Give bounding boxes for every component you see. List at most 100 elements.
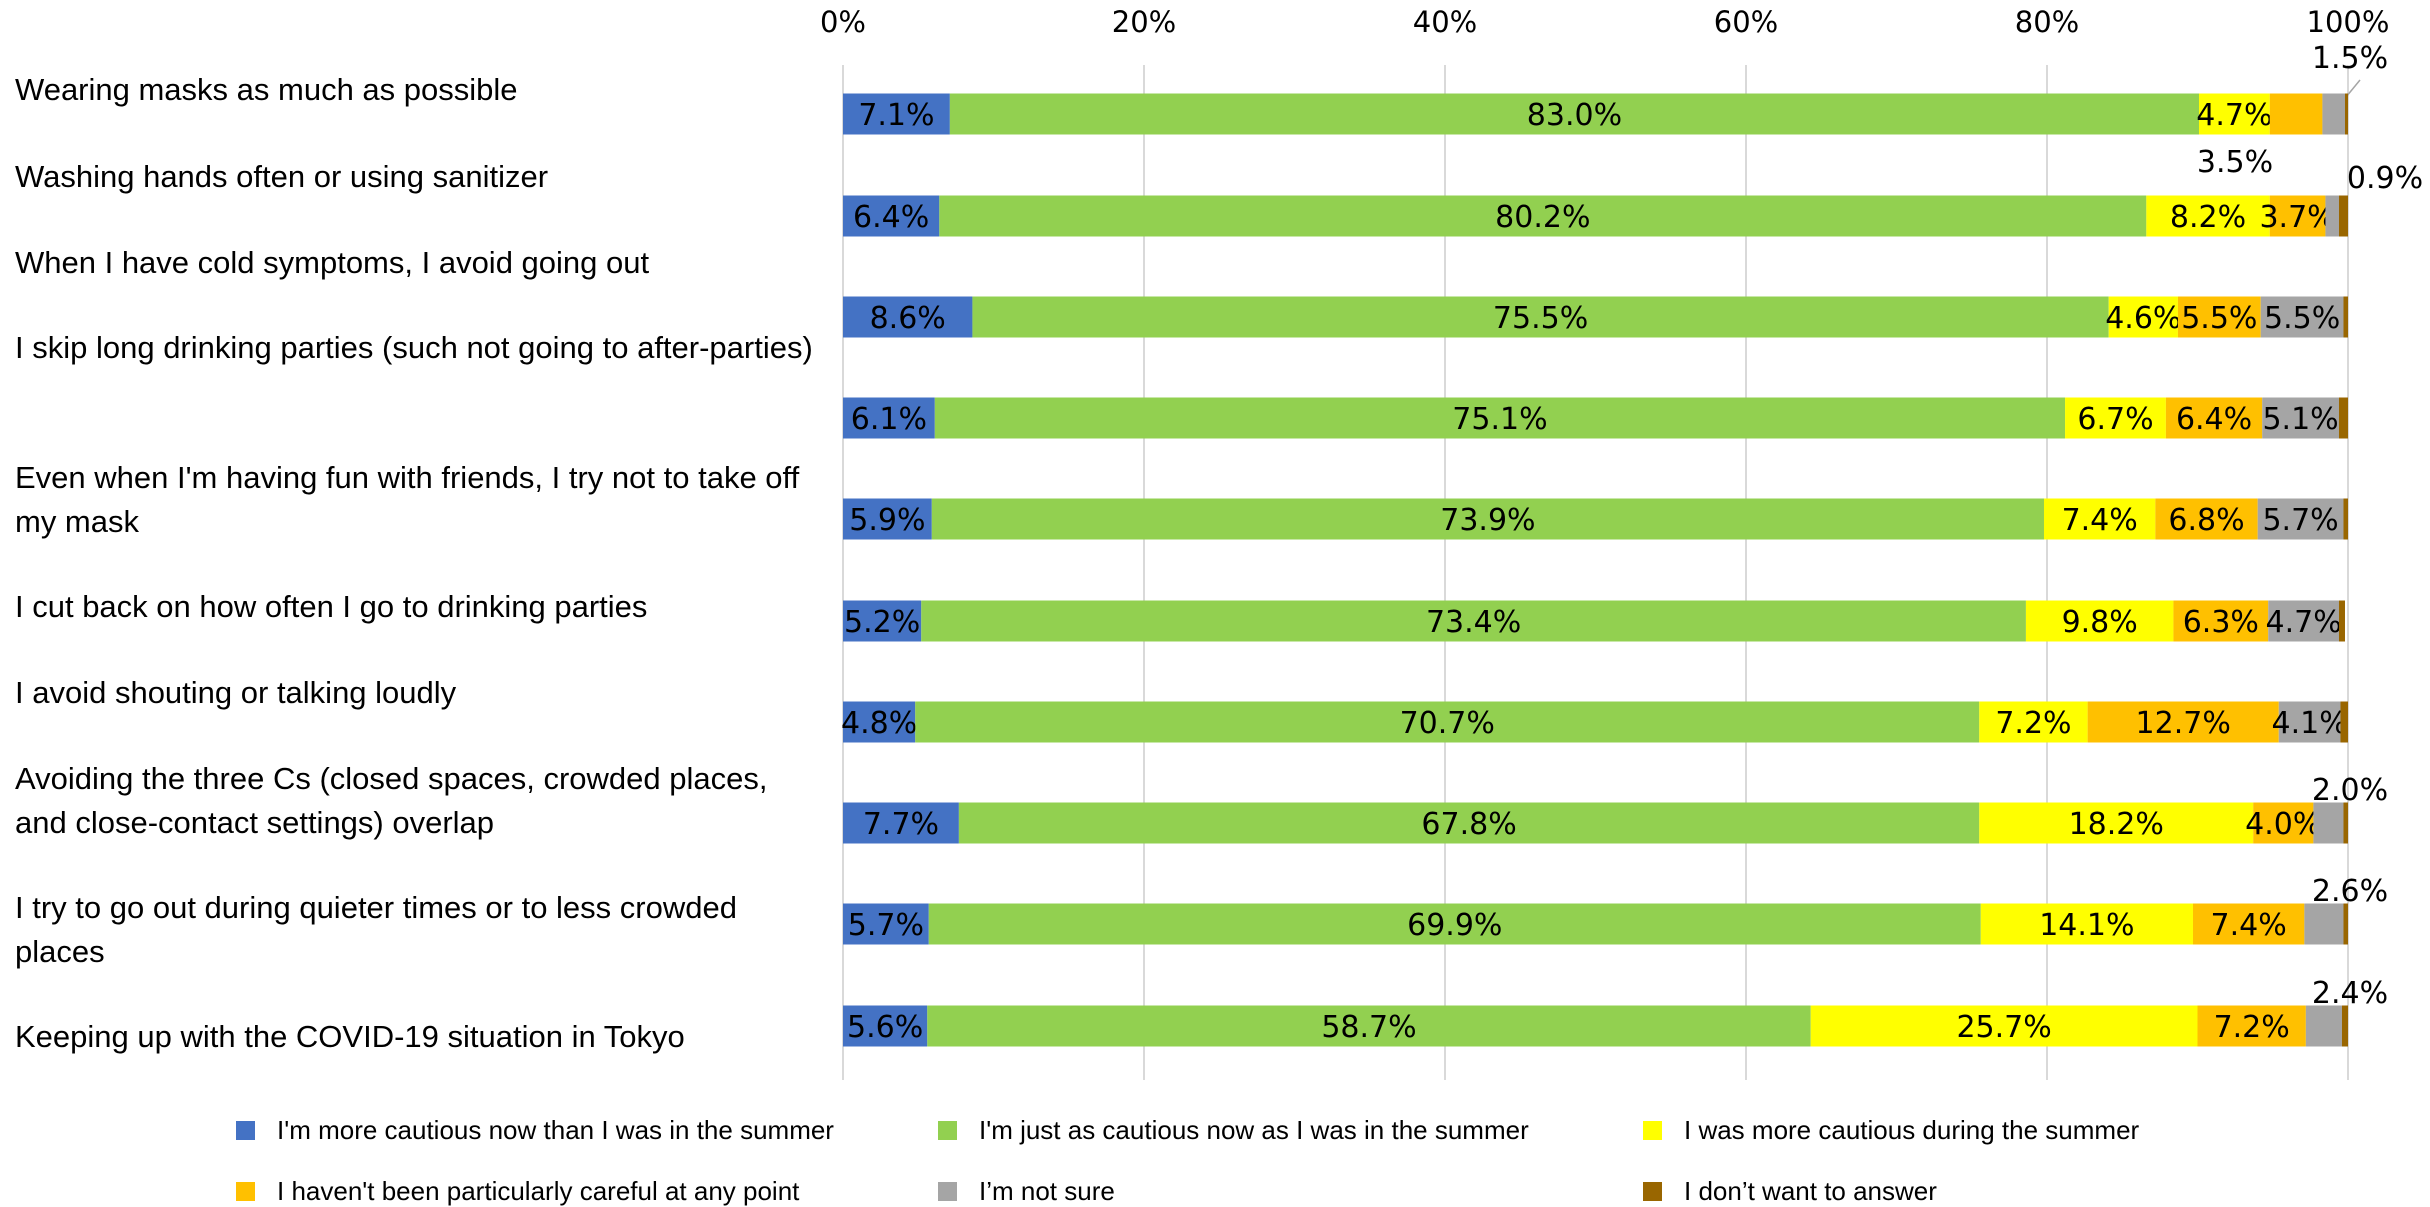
bar-segment: [2343, 903, 2348, 945]
data-label: 6.8%: [2168, 503, 2244, 538]
bar-segment: [2322, 93, 2345, 135]
x-tick-label: 80%: [2015, 5, 2079, 39]
data-label: 7.4%: [2211, 908, 2287, 943]
bar-segment: [2343, 296, 2348, 338]
bar-segment: [2343, 498, 2348, 540]
data-label: 5.1%: [2262, 402, 2338, 437]
data-label: 12.7%: [2136, 706, 2231, 741]
bar-segment: [1810, 1005, 2198, 1047]
data-label: 69.9%: [1407, 908, 1502, 943]
bar-segment: [2155, 498, 2258, 540]
data-label: 2.0%: [2312, 773, 2388, 808]
bar-segment: [843, 397, 935, 439]
data-label: 7.2%: [2214, 1010, 2290, 1045]
data-label: 2.4%: [2312, 976, 2388, 1011]
data-label: 0.9%: [2347, 161, 2423, 196]
bar-segment: [2199, 93, 2270, 135]
bar-segment: [2177, 296, 2261, 338]
data-label: 5.6%: [847, 1010, 923, 1045]
bar-segment: [2338, 397, 2348, 439]
bar-segment: [2253, 802, 2314, 844]
bar-segment: [2257, 498, 2344, 540]
data-label: 8.2%: [2170, 200, 2246, 235]
data-label: 4.7%: [2196, 98, 2272, 133]
bar-segment: [915, 701, 1980, 743]
data-label: 58.7%: [1321, 1010, 1416, 1045]
bar-segment: [843, 701, 916, 743]
data-label: 5.5%: [2264, 301, 2340, 336]
bar-segment: [2269, 195, 2326, 237]
bar-segment: [2338, 600, 2345, 642]
data-label: 14.1%: [2039, 908, 2134, 943]
data-label: 75.1%: [1452, 402, 1547, 437]
x-tick-label: 60%: [1714, 5, 1778, 39]
data-label: 7.7%: [863, 807, 939, 842]
data-label: 83.0%: [1527, 98, 1622, 133]
data-label: 7.1%: [858, 98, 934, 133]
data-label: 3.7%: [2259, 200, 2335, 235]
x-tick-label: 40%: [1413, 5, 1477, 39]
data-label: 5.2%: [844, 605, 920, 640]
bar-segment: [843, 93, 950, 135]
bar-segment: [843, 600, 922, 642]
data-label: 4.0%: [2245, 807, 2321, 842]
bar-segment: [2268, 600, 2339, 642]
bar-segment: [2192, 903, 2305, 945]
bar-segment: [934, 397, 2066, 439]
category-label: Even when I'm having fun with friends, I…: [15, 460, 800, 539]
category-label: Wearing masks as much as possible: [15, 72, 518, 107]
category-label: When I have cold symptoms, I avoid going…: [15, 245, 650, 280]
bar-segment: [2087, 701, 2279, 743]
bar-segment: [2305, 1005, 2342, 1047]
bar-segment: [843, 296, 973, 338]
data-label: 2.6%: [2312, 874, 2388, 909]
data-label: 5.9%: [849, 503, 925, 538]
data-label: 6.4%: [2176, 402, 2252, 437]
bar-segment: [939, 195, 2147, 237]
data-label: 5.5%: [2181, 301, 2257, 336]
data-label: 4.1%: [2272, 706, 2348, 741]
bar-segment: [927, 1005, 1811, 1047]
bar-segment: [2313, 802, 2344, 844]
bar-segment: [2343, 802, 2348, 844]
category-label: I cut back on how often I go to drinking…: [15, 589, 648, 624]
bar-segment: [2146, 195, 2270, 237]
bar-segment: [843, 1005, 928, 1047]
category-label: Washing hands often or using sanitizer: [15, 159, 549, 194]
bar-segment: [921, 600, 2026, 642]
bar-segment: [843, 903, 929, 945]
bar-segment: [843, 802, 959, 844]
bar-segment: [2065, 397, 2166, 439]
bar-segment: [2025, 600, 2174, 642]
bar-segment: [1979, 701, 2088, 743]
bar-segment: [2344, 93, 2348, 135]
category-label: Avoiding the three Cs (closed spaces, cr…: [15, 761, 768, 840]
bar-segment: [949, 93, 2200, 135]
bar-segment: [843, 498, 932, 540]
bar-segment: [2260, 296, 2344, 338]
data-label: 4.7%: [2265, 605, 2341, 640]
category-label: I try to go out during quieter times or …: [15, 890, 737, 969]
bar-segment: [931, 498, 2044, 540]
data-label: 4.8%: [841, 706, 917, 741]
data-label: 80.2%: [1495, 200, 1590, 235]
data-label: 7.4%: [2062, 503, 2138, 538]
bar-segment: [2043, 498, 2156, 540]
data-label: 8.6%: [870, 301, 946, 336]
data-label: 18.2%: [2069, 807, 2164, 842]
bar-segment: [2304, 903, 2344, 945]
data-label: 5.7%: [2262, 503, 2338, 538]
bar-segment: [1980, 903, 2193, 945]
bar-segment: [2340, 701, 2348, 743]
bar-segment: [972, 296, 2109, 338]
data-label: 73.9%: [1440, 503, 1535, 538]
bar-segment: [2197, 1005, 2306, 1047]
bar-segment: [928, 903, 1981, 945]
bar-segment: [2269, 93, 2323, 135]
bar-segment: [2325, 195, 2339, 237]
data-label: 4.6%: [2105, 301, 2181, 336]
bar-segment: [2278, 701, 2341, 743]
data-label: 73.4%: [1426, 605, 1521, 640]
